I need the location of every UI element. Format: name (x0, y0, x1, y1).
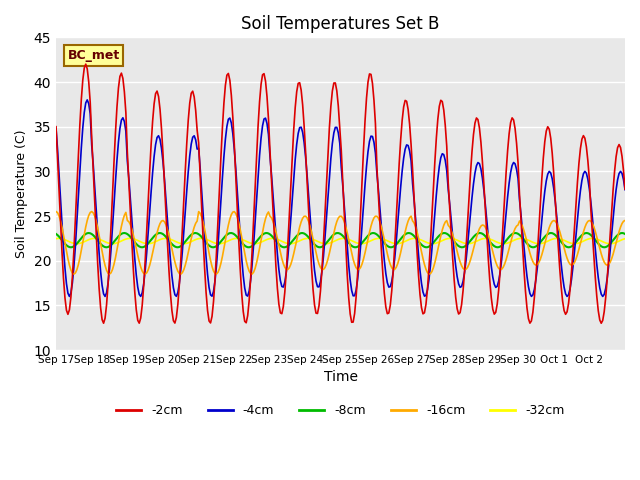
Text: BC_met: BC_met (67, 49, 120, 62)
Title: Soil Temperatures Set B: Soil Temperatures Set B (241, 15, 440, 33)
Y-axis label: Soil Temperature (C): Soil Temperature (C) (15, 130, 28, 258)
X-axis label: Time: Time (324, 371, 358, 384)
Legend: -2cm, -4cm, -8cm, -16cm, -32cm: -2cm, -4cm, -8cm, -16cm, -32cm (111, 399, 570, 422)
